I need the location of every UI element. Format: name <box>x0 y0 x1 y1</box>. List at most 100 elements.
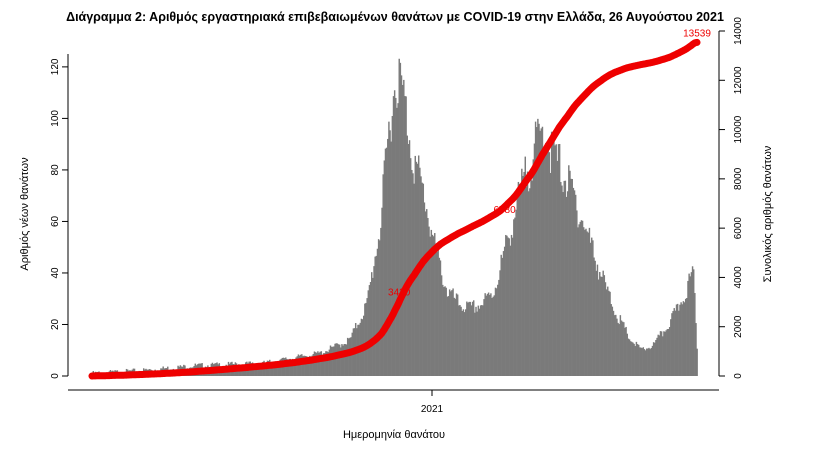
bar <box>607 286 609 376</box>
bar <box>521 168 523 376</box>
bar <box>375 255 378 376</box>
bar <box>591 237 593 376</box>
bar <box>446 296 449 376</box>
bar <box>432 236 435 376</box>
bar <box>382 174 384 376</box>
bar <box>399 62 402 376</box>
bar <box>463 312 466 376</box>
bar <box>350 337 352 376</box>
bar <box>383 160 386 376</box>
bar <box>443 287 445 376</box>
bar <box>469 301 471 376</box>
bar <box>388 121 390 376</box>
bar <box>686 297 688 376</box>
bar <box>517 181 520 376</box>
bar <box>546 150 548 376</box>
bar <box>695 323 697 376</box>
bar <box>628 339 631 376</box>
bar <box>558 143 561 376</box>
y-axis-tick-label: 20 <box>50 318 61 330</box>
y-axis-tick-label: 120 <box>50 58 61 75</box>
bar <box>298 355 301 376</box>
bar <box>445 287 447 376</box>
bar <box>324 353 326 376</box>
left-axis-ticks: 0 20 40 60 80 100 120 <box>50 58 68 379</box>
bar <box>577 227 579 376</box>
bar <box>691 266 694 376</box>
bar <box>387 138 389 376</box>
bar <box>579 221 581 376</box>
bar <box>616 318 618 376</box>
bar <box>594 260 596 376</box>
bar <box>442 284 444 376</box>
bar <box>265 362 268 376</box>
bar <box>602 270 604 376</box>
bar <box>392 96 395 377</box>
bar <box>453 297 455 376</box>
bar <box>337 344 340 376</box>
bar <box>346 337 349 376</box>
bar <box>615 314 617 376</box>
bar <box>455 293 458 376</box>
bar <box>647 348 649 376</box>
bar <box>675 304 678 376</box>
bar <box>482 305 484 376</box>
bar <box>674 310 677 376</box>
bar <box>373 266 375 376</box>
bar <box>440 275 443 376</box>
bar <box>391 116 394 376</box>
bar <box>589 242 592 376</box>
bar <box>655 339 657 376</box>
y2-axis-tick-label: 4000 <box>733 266 744 289</box>
bar <box>421 182 423 376</box>
bar <box>316 352 318 376</box>
bar <box>554 145 556 376</box>
bar <box>687 280 689 376</box>
bar <box>619 315 622 376</box>
bar <box>696 348 698 376</box>
bar <box>632 342 634 376</box>
bar <box>312 354 315 376</box>
bar <box>533 143 536 376</box>
bar <box>640 347 642 376</box>
bar <box>529 188 531 376</box>
bar <box>532 159 535 376</box>
bar <box>584 229 586 376</box>
bar <box>322 353 325 376</box>
bar <box>631 341 633 376</box>
bar <box>326 351 328 376</box>
bar <box>662 336 664 376</box>
bar <box>553 139 555 376</box>
bar <box>403 79 405 376</box>
bar <box>377 239 380 376</box>
bar <box>680 302 682 376</box>
bar <box>406 135 408 376</box>
bar <box>530 179 532 376</box>
bar <box>470 305 473 376</box>
bar <box>539 130 541 376</box>
bar <box>327 352 329 376</box>
bar <box>367 290 370 376</box>
bar <box>364 303 366 376</box>
bar <box>476 311 478 376</box>
bar <box>259 363 262 376</box>
bar <box>636 344 639 376</box>
bar <box>447 296 450 376</box>
bar <box>629 341 632 376</box>
bar <box>303 355 305 376</box>
bar <box>279 359 281 376</box>
bar <box>428 226 430 376</box>
bar <box>610 304 612 376</box>
bar <box>668 327 671 376</box>
bar <box>439 260 442 376</box>
right-axis-ticks: 0 2000 4000 6000 8000 10000 12000 14000 <box>719 17 744 379</box>
bars-group <box>91 58 698 377</box>
bar <box>566 191 569 376</box>
bar <box>452 288 454 376</box>
bar <box>471 301 474 376</box>
bar <box>514 217 516 376</box>
x-axis-tick-label-2021: 2021 <box>421 404 444 415</box>
y-axis-tick-label: 100 <box>50 110 61 127</box>
bar <box>381 207 383 376</box>
bar <box>258 363 261 376</box>
